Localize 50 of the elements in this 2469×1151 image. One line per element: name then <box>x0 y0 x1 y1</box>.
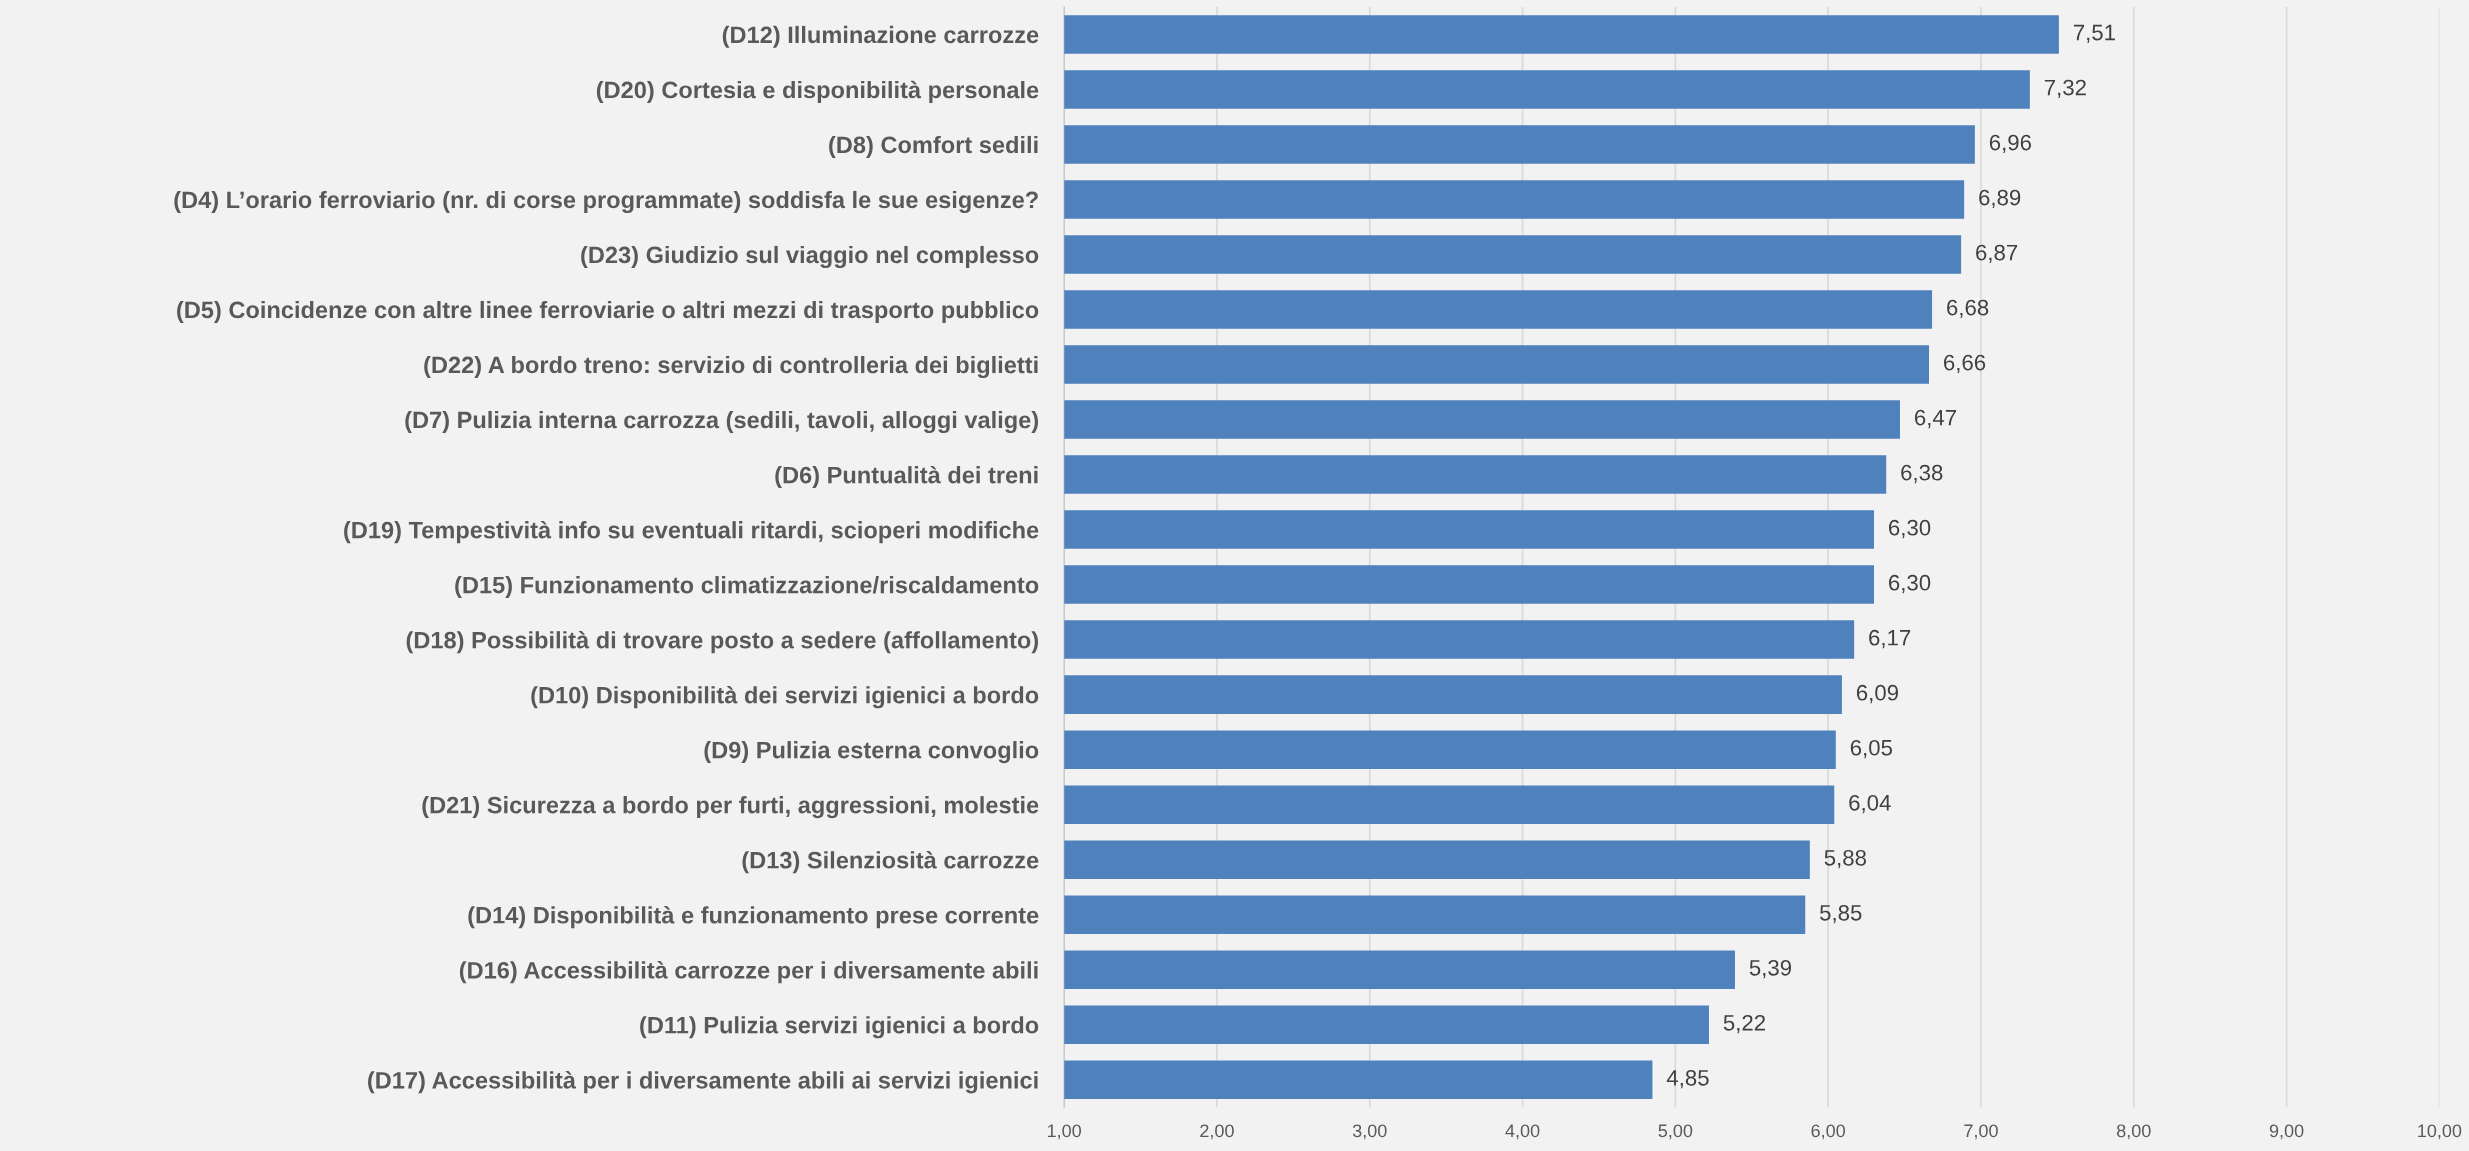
data-label: 5,88 <box>1824 849 1866 869</box>
x-tick-label: 7,00 <box>1964 1124 1998 1140</box>
data-label: 6,17 <box>1869 629 1911 649</box>
data-label: 6,89 <box>1979 189 2021 209</box>
y-tick-label: (D9) Pulizia esterna convoglio <box>704 741 1039 764</box>
x-tick-label: 8,00 <box>2116 1124 2151 1140</box>
x-tick-label: 3,00 <box>1352 1124 1387 1140</box>
data-label: 6,96 <box>1989 134 2032 154</box>
y-tick-label: (D17) Accessibilità per i diversamente abili ai servizi igienici <box>368 1071 1038 1094</box>
y-tick-label: (D8) Comfort sedili <box>829 135 1038 158</box>
x-tick-label: 2,00 <box>1200 1124 1234 1140</box>
data-label: 6,38 <box>1901 464 1943 484</box>
y-tick-label: (D12) Illuminazione carrozze <box>722 25 1039 48</box>
y-tick-label: (D6) Puntualità dei treni <box>775 465 1038 489</box>
data-label: 5,39 <box>1749 959 1792 979</box>
y-tick-label: (D21) Sicurezza a bordo per furti, aggressioni, molestie <box>422 796 1039 819</box>
data-label: 6,04 <box>1849 794 1891 814</box>
data-label: 5,85 <box>1820 904 1862 924</box>
y-tick-label: (D11) Pulizia servizi igienici a bordo <box>640 1016 1039 1039</box>
data-label: 7,32 <box>2044 79 2086 99</box>
y-tick-label: (D19) Tempestività info su eventuali ritardi, scioperi modifiche <box>344 520 1039 544</box>
data-label: 6,09 <box>1856 684 1898 704</box>
x-tick-label: 4,00 <box>1505 1124 1540 1140</box>
data-label: 6,66 <box>1944 354 1986 374</box>
y-tick-label: (D4) L’orario ferroviario (nr. di corse programmate) soddisfa le sue esigenze? <box>174 190 1038 214</box>
data-label: 4,85 <box>1666 1069 1709 1089</box>
data-label: 7,51 <box>2073 24 2115 44</box>
y-tick-label: (D16) Accessibilità carrozze per i diversamente abili <box>459 961 1038 984</box>
y-tick-label: (D20) Cortesia e disponibilità personale <box>596 80 1039 103</box>
x-tick-label: 10,00 <box>2418 1124 2462 1140</box>
x-tick-label: 9,00 <box>2269 1124 2304 1140</box>
x-tick-label: 1,00 <box>1047 1124 1082 1140</box>
data-label: 6,87 <box>1976 244 2018 264</box>
y-tick-label: (D7) Pulizia interna carrozza (sedili, tavoli, alloggi valige) <box>405 410 1039 434</box>
data-label: 6,30 <box>1889 574 1931 594</box>
data-label: 6,68 <box>1947 299 1989 319</box>
data-label: 6,05 <box>1850 739 1893 759</box>
y-tick-label: (D23) Giudizio sul viaggio nel complesso <box>581 245 1039 269</box>
y-tick-label: (D18) Possibilità di trovare posto a sedere (affollamento) <box>406 630 1039 654</box>
data-label: 6,30 <box>1889 519 1931 539</box>
y-tick-label: (D14) Disponibilità e funzionamento prese corrente <box>468 906 1039 929</box>
y-tick-label: (D10) Disponibilità dei servizi igienici a bordo <box>531 685 1039 709</box>
y-tick-label: (D13) Silenziosità carrozze <box>742 851 1039 874</box>
data-label: 5,22 <box>1723 1014 1765 1034</box>
x-tick-label: 5,00 <box>1658 1124 1693 1140</box>
y-tick-label: (D22) A bordo treno: servizio di controlleria dei biglietti <box>424 355 1038 379</box>
y-tick-label: (D5) Coincidenze con altre linee ferroviarie o altri mezzi di trasporto pubblico <box>177 300 1039 323</box>
x-tick-label: 6,00 <box>1811 1124 1846 1140</box>
data-label: 6,47 <box>1914 409 1956 429</box>
y-tick-label: (D15) Funzionamento climatizzazione/riscaldamento <box>455 576 1039 599</box>
